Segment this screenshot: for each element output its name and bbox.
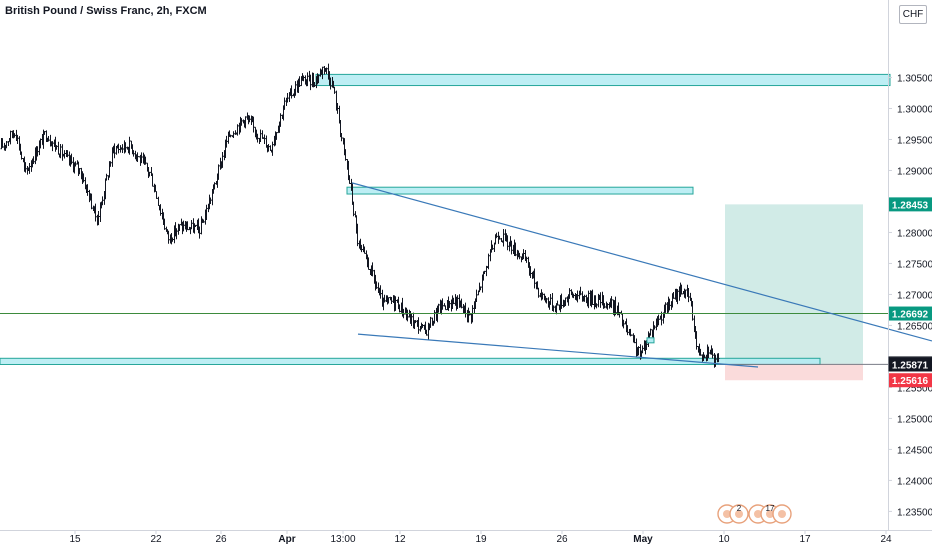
- event-marker-5-dot: [778, 510, 786, 518]
- y-tick-label: 1.27500: [897, 259, 932, 270]
- event-marker-1-dot: [723, 510, 731, 518]
- zone-top: [315, 73, 891, 87]
- currency-button[interactable]: CHF: [899, 5, 927, 24]
- small-zone-marker: [646, 337, 655, 344]
- x-tick-label: 26: [215, 534, 227, 545]
- stop-loss-box: [725, 363, 863, 381]
- y-tick-label: 1.24000: [897, 476, 932, 487]
- tag-1.26692: 1.26692: [892, 310, 929, 321]
- chart-title: British Pound / Swiss Franc, 2h, FXCM: [5, 5, 207, 17]
- x-tick-label: May: [633, 534, 653, 545]
- tag-1.28453: 1.28453: [892, 200, 929, 211]
- event-marker-2-label: 2: [737, 504, 742, 513]
- y-tick-label: 1.23500: [897, 507, 932, 518]
- y-tick-label: 1.28000: [897, 228, 932, 239]
- tag-1.26692-bg: [889, 306, 932, 321]
- lower-trendline: [357, 333, 759, 368]
- y-tick-label: 1.29500: [897, 135, 932, 146]
- y-tick-label: 1.25500: [897, 383, 932, 394]
- x-tick-label: 26: [556, 534, 568, 545]
- zone-bottom: [0, 357, 821, 365]
- y-tick-label: 1.29000: [897, 166, 932, 177]
- profit-target-box: [725, 204, 863, 364]
- x-tick-label: 24: [880, 534, 892, 545]
- tag-1.25616: 1.25616: [892, 376, 929, 387]
- x-tick-label: 19: [475, 534, 487, 545]
- upper-trendline: [351, 182, 932, 342]
- y-tick-label: 1.24500: [897, 445, 932, 456]
- y-tick-label: 1.26500: [897, 321, 932, 332]
- x-tick-label: 10: [718, 534, 730, 545]
- tag-1.25616-bg: [889, 373, 932, 388]
- event-marker-4-dot: [766, 510, 774, 518]
- x-tick-label: 22: [150, 534, 162, 545]
- x-tick-label: 13:00: [330, 534, 355, 545]
- event-marker-2-dot: [735, 510, 743, 518]
- event-marker-4-label: 17: [766, 504, 775, 513]
- time-axis[interactable]: 15 22 26 Apr 13:00 12 19 26 May 10 17 24: [69, 530, 892, 545]
- y-tick-label: 1.27000: [897, 290, 932, 301]
- tag-1.28453-bg: [889, 197, 932, 212]
- y-tick-label: 1.25000: [897, 414, 932, 425]
- event-marker-3-dot: [754, 510, 762, 518]
- x-tick-label: Apr: [278, 534, 295, 545]
- zone-mid: [346, 186, 694, 195]
- x-tick-label: 12: [394, 534, 406, 545]
- price-axis[interactable]: 1.30500 1.30000 1.29500 1.29000 1.28000 1.275…: [888, 73, 932, 518]
- x-tick-label: 17: [799, 534, 811, 545]
- x-tick-label: 15: [69, 534, 81, 545]
- tag-1.25871-bg: [889, 357, 932, 372]
- y-tick-label: 1.30000: [897, 104, 932, 115]
- tag-1.25871: 1.25871: [892, 360, 929, 371]
- y-tick-label: 1.30500: [897, 73, 932, 84]
